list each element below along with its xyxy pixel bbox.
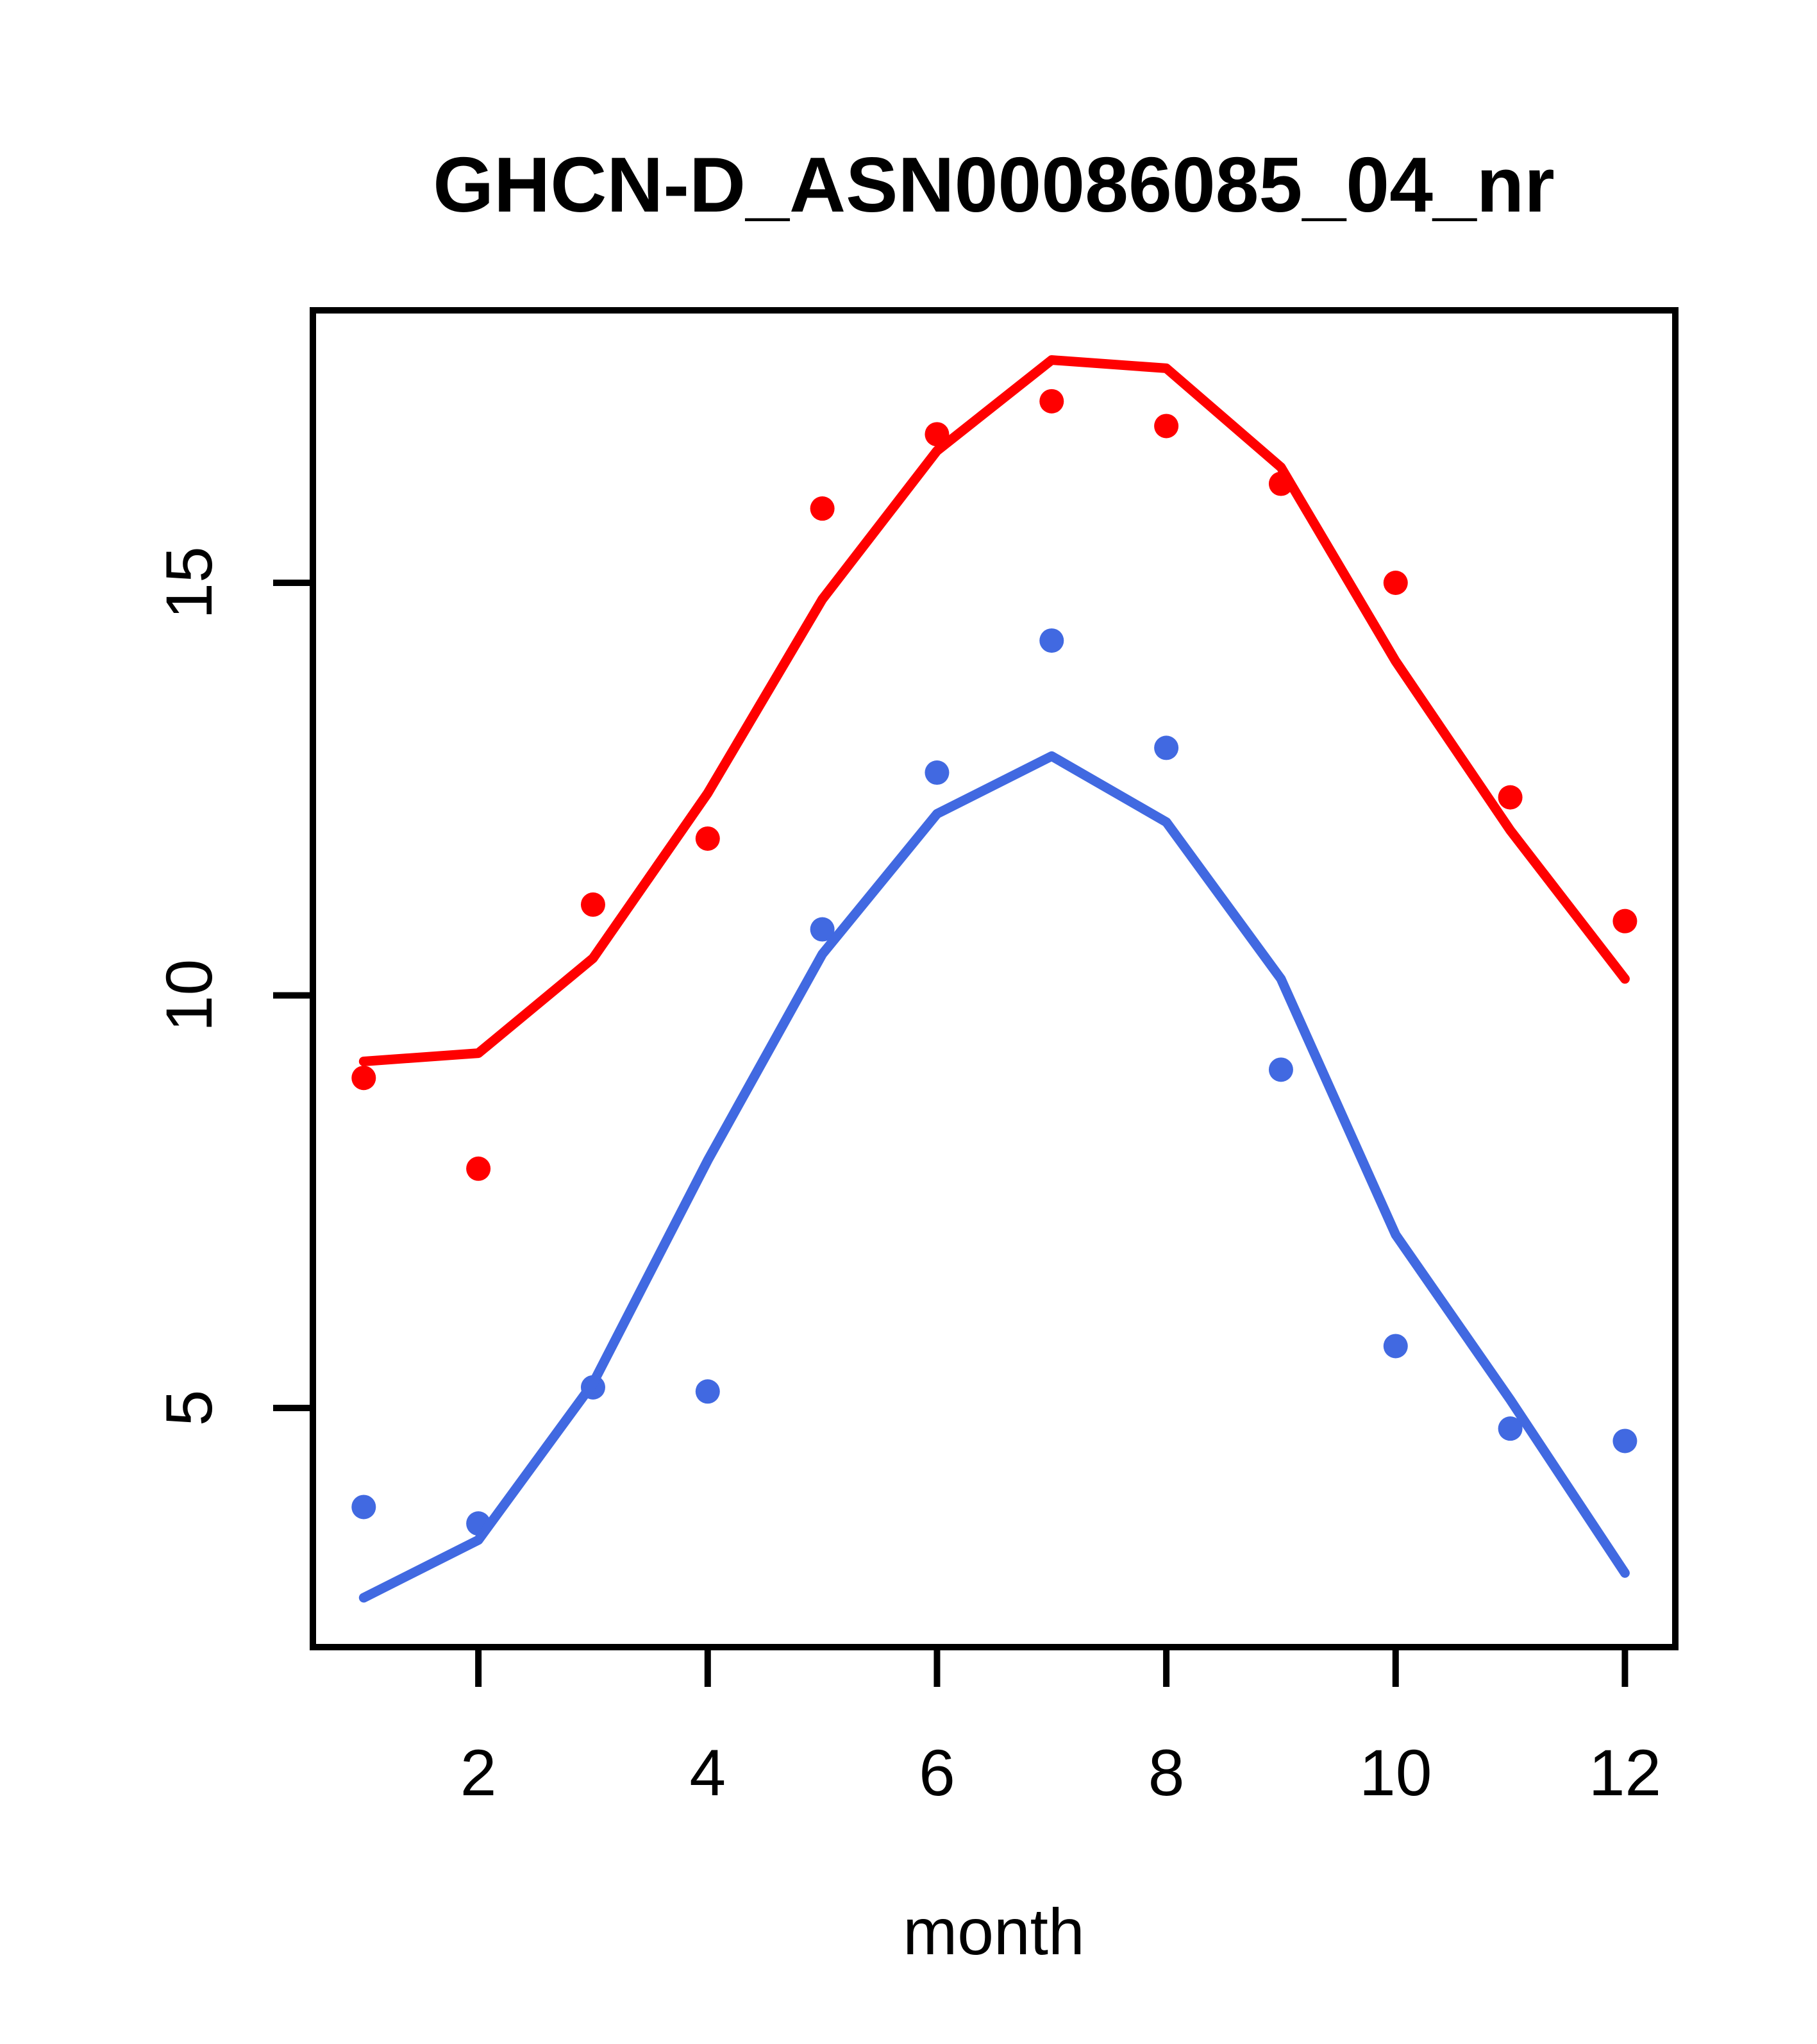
red-points-dot-12 bbox=[1612, 909, 1637, 934]
red-points-dot-7 bbox=[1039, 389, 1064, 414]
y-tick-label: 5 bbox=[153, 1390, 226, 1427]
red-points-dot-4 bbox=[695, 826, 720, 851]
x-tick-label: 6 bbox=[919, 1736, 955, 1809]
blue-points-dot-7 bbox=[1039, 628, 1064, 653]
axis-ticks bbox=[273, 580, 1629, 1687]
blue-points-dot-1 bbox=[351, 1495, 376, 1520]
blue-line bbox=[358, 751, 1630, 1603]
red-points-dot-5 bbox=[810, 496, 835, 521]
red-points-dot-3 bbox=[580, 892, 605, 917]
chart-title: GHCN-D_ASN00086085_04_nr bbox=[433, 141, 1555, 228]
x-tick-label: 2 bbox=[460, 1736, 497, 1809]
x-tick-label: 8 bbox=[1148, 1736, 1185, 1809]
red-points-dot-8 bbox=[1154, 414, 1179, 439]
red-line bbox=[358, 355, 1630, 1066]
blue-points-dot-6 bbox=[925, 760, 950, 785]
blue-points-dot-8 bbox=[1154, 735, 1179, 760]
y-tick-label: 10 bbox=[153, 959, 226, 1032]
data-series bbox=[351, 355, 1637, 1603]
blue-points-dot-9 bbox=[1268, 1057, 1293, 1082]
x-tick-labels: 2 4 6 8 10 12 bbox=[460, 1736, 1661, 1809]
x-axis-title: month bbox=[903, 1895, 1085, 1968]
red-points-dot-2 bbox=[466, 1156, 491, 1181]
blue-points-dot-12 bbox=[1612, 1428, 1637, 1453]
blue-points-dot-11 bbox=[1498, 1416, 1523, 1441]
red-points-dot-1 bbox=[351, 1066, 376, 1091]
x-tick-label: 4 bbox=[689, 1736, 726, 1809]
blue-points-dot-5 bbox=[810, 917, 835, 942]
x-tick-label: 12 bbox=[1589, 1736, 1661, 1809]
blue-points-dot-10 bbox=[1383, 1334, 1408, 1359]
red-points-dot-11 bbox=[1498, 785, 1523, 810]
blue-points-dot-4 bbox=[695, 1379, 720, 1404]
plot-frame bbox=[310, 307, 1679, 1650]
x-tick-label: 10 bbox=[1359, 1736, 1432, 1809]
y-tick-label: 15 bbox=[153, 546, 226, 619]
red-points-dot-10 bbox=[1383, 571, 1408, 595]
y-tick-labels: 5 10 15 bbox=[153, 546, 226, 1426]
